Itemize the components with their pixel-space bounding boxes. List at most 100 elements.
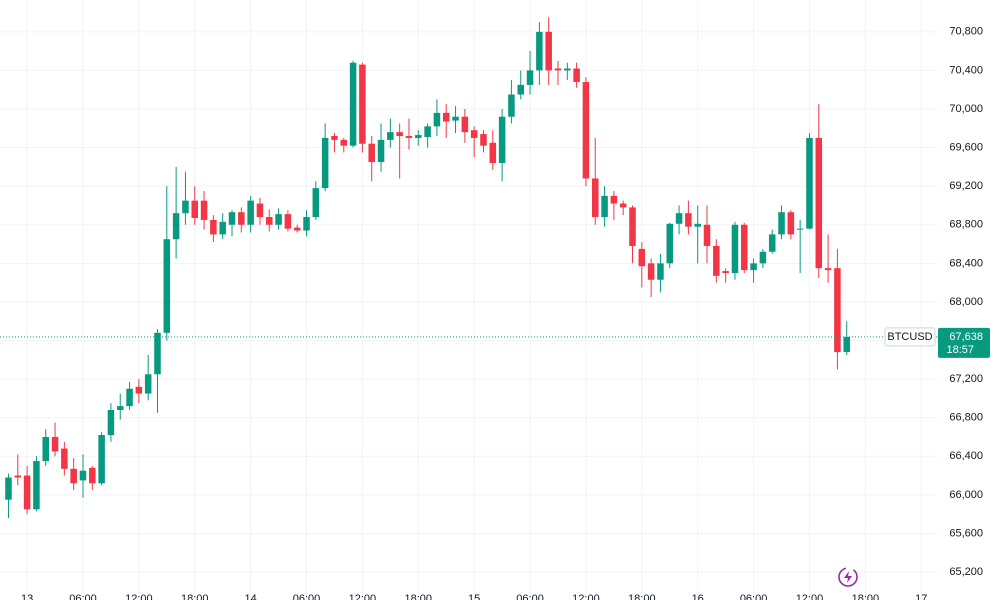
candle-body [564, 68, 571, 71]
candle-body [191, 200, 199, 219]
y-tick-label: 68,000 [949, 296, 983, 308]
x-tick-label: 18:00 [405, 593, 433, 600]
candle-body [321, 137, 329, 189]
candle-body [741, 224, 748, 271]
countdown-label: 18:57 [946, 344, 974, 356]
candle-body [731, 224, 739, 273]
candle-body [405, 136, 413, 138]
candle-body [331, 136, 338, 140]
candle-body [545, 31, 552, 71]
x-tick-label: 06:00 [740, 593, 768, 600]
candle-body [843, 336, 850, 353]
candle-body [116, 406, 124, 410]
candle-body [796, 228, 804, 230]
candle-body [815, 137, 823, 269]
candle-body [647, 263, 655, 280]
x-tick-label: 12:00 [572, 593, 600, 600]
candle-body [666, 223, 674, 264]
x-tick-label: 16 [692, 593, 704, 600]
candle-body [89, 467, 96, 484]
y-tick-label: 68,400 [949, 257, 983, 269]
candle-body [787, 212, 795, 235]
candle-body [228, 212, 236, 225]
candle-body [256, 203, 264, 218]
y-tick-label: 65,600 [949, 527, 983, 539]
candle-body [508, 94, 515, 117]
x-tick-label: 13 [21, 593, 33, 600]
candle-body [5, 477, 12, 500]
candle-body [480, 134, 487, 146]
candle-body [14, 475, 22, 478]
candle-body [713, 245, 720, 276]
x-tick-label: 12:00 [796, 593, 824, 600]
candle-body [424, 126, 431, 137]
candle-body [377, 139, 385, 163]
x-tick-label: 18:00 [181, 593, 209, 600]
last-price-label: 67,638 [949, 331, 983, 343]
assistant-icon[interactable] [838, 567, 858, 587]
candle-body [107, 409, 115, 436]
candle-body [629, 207, 636, 246]
candle-body [750, 263, 757, 271]
candle-body [172, 213, 180, 240]
candle-body [144, 374, 152, 394]
candle-body [610, 195, 618, 204]
candle-body [778, 212, 785, 235]
candle-body [200, 200, 208, 220]
candle-body [61, 448, 68, 469]
candle-body [452, 116, 459, 121]
symbol-tag [884, 327, 936, 347]
candle-body [703, 224, 711, 246]
y-tick-label: 66,800 [949, 412, 983, 424]
candle-body [368, 143, 375, 163]
candle-body [433, 112, 441, 127]
candle-body [657, 263, 664, 280]
candle-body [284, 214, 292, 229]
candle-body [79, 470, 87, 481]
candle-body [70, 468, 77, 484]
y-tick-label: 70,400 [949, 64, 983, 76]
candle-body [722, 271, 729, 273]
candle-body [554, 68, 562, 71]
candle-body [312, 188, 320, 218]
candle-body [442, 112, 450, 122]
x-tick-label: 06:00 [293, 593, 321, 600]
x-tick-label: 15 [468, 593, 480, 600]
candle-body [359, 64, 366, 144]
candle-body [23, 475, 31, 510]
candle-body [638, 248, 646, 267]
candle-body [387, 132, 394, 140]
candle-body [51, 436, 59, 452]
y-tick-label: 66,000 [949, 489, 983, 501]
candle-body [415, 135, 422, 138]
candle-body [247, 200, 254, 225]
candle-body [349, 62, 357, 146]
x-tick-label: 06:00 [516, 593, 544, 600]
candle-body [526, 70, 534, 85]
candle-body [303, 217, 310, 231]
candle-body [470, 130, 478, 138]
candle-body [275, 214, 282, 225]
candle-body [824, 268, 832, 271]
y-tick-label: 65,200 [949, 566, 983, 578]
x-tick-label: 18:00 [852, 593, 880, 600]
candle-body [806, 137, 813, 229]
axes: 65,200 65,600 66,000 66,400 66,800 67,200 67,6… [0, 26, 990, 600]
candle-body [591, 178, 599, 218]
y-tick-label: 70,000 [949, 103, 983, 115]
candle-body [135, 386, 143, 394]
candle-body [340, 139, 348, 146]
y-tick-label: 68,800 [949, 219, 983, 231]
x-tick-label: 12:00 [125, 593, 153, 600]
candle-body [33, 461, 40, 510]
candle-body [154, 332, 161, 375]
candle-body [126, 388, 133, 407]
candle-body [573, 68, 580, 82]
candle-body [489, 142, 497, 164]
y-tick-label: 70,800 [949, 26, 983, 38]
y-tick-label: 69,600 [949, 141, 983, 153]
candle-body [163, 239, 171, 333]
candle-body [293, 227, 301, 231]
y-tick-label: 66,400 [949, 450, 983, 462]
candle-body [42, 436, 49, 462]
